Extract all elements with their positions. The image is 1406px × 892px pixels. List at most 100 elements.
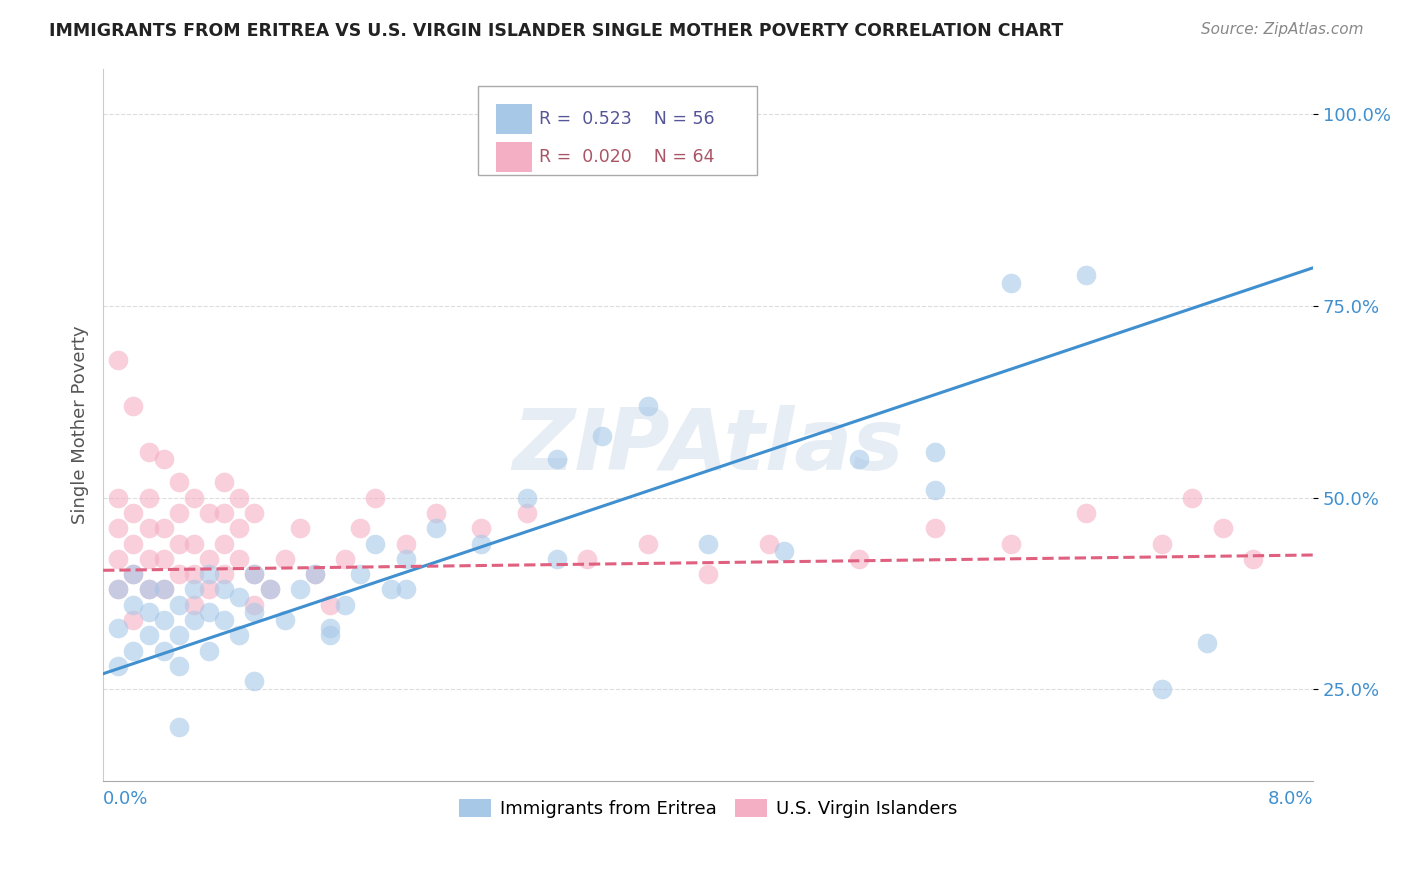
- Point: [758, 536, 780, 550]
- Point: [183, 567, 205, 582]
- Point: [152, 551, 174, 566]
- Point: [924, 483, 946, 497]
- Point: [1211, 521, 1233, 535]
- Point: [924, 521, 946, 535]
- Point: [152, 521, 174, 535]
- Point: [107, 582, 129, 597]
- Point: [138, 582, 160, 597]
- Point: [138, 628, 160, 642]
- Text: 8.0%: 8.0%: [1268, 790, 1313, 808]
- Point: [212, 475, 235, 490]
- Point: [380, 582, 402, 597]
- Point: [152, 582, 174, 597]
- Point: [637, 399, 659, 413]
- Point: [333, 598, 356, 612]
- Point: [1000, 276, 1022, 290]
- Point: [122, 399, 145, 413]
- Point: [183, 598, 205, 612]
- Point: [395, 582, 418, 597]
- Point: [848, 551, 870, 566]
- Point: [697, 567, 720, 582]
- Point: [107, 621, 129, 635]
- Point: [212, 613, 235, 627]
- Point: [349, 567, 371, 582]
- Point: [107, 521, 129, 535]
- Text: ZIPAtlas: ZIPAtlas: [512, 405, 904, 488]
- Point: [167, 536, 190, 550]
- Point: [183, 491, 205, 505]
- Point: [546, 452, 568, 467]
- Text: IMMIGRANTS FROM ERITREA VS U.S. VIRGIN ISLANDER SINGLE MOTHER POVERTY CORRELATIO: IMMIGRANTS FROM ERITREA VS U.S. VIRGIN I…: [49, 22, 1063, 40]
- Text: Source: ZipAtlas.com: Source: ZipAtlas.com: [1201, 22, 1364, 37]
- Point: [697, 536, 720, 550]
- Point: [924, 444, 946, 458]
- Point: [212, 567, 235, 582]
- Point: [167, 506, 190, 520]
- Point: [228, 628, 250, 642]
- Point: [243, 606, 266, 620]
- Point: [152, 582, 174, 597]
- Point: [122, 644, 145, 658]
- Point: [1000, 536, 1022, 550]
- Point: [319, 628, 342, 642]
- Point: [167, 628, 190, 642]
- Y-axis label: Single Mother Poverty: Single Mother Poverty: [72, 326, 89, 524]
- Point: [395, 551, 418, 566]
- Point: [243, 598, 266, 612]
- Point: [243, 674, 266, 689]
- Point: [516, 506, 538, 520]
- Point: [198, 606, 221, 620]
- Point: [425, 521, 447, 535]
- Point: [1076, 506, 1098, 520]
- Point: [183, 582, 205, 597]
- Point: [122, 506, 145, 520]
- Point: [470, 536, 492, 550]
- FancyBboxPatch shape: [478, 87, 756, 176]
- Point: [637, 536, 659, 550]
- Point: [772, 544, 794, 558]
- FancyBboxPatch shape: [496, 103, 531, 134]
- Point: [364, 536, 387, 550]
- Point: [546, 551, 568, 566]
- Point: [167, 598, 190, 612]
- Point: [198, 582, 221, 597]
- Point: [212, 536, 235, 550]
- Point: [167, 475, 190, 490]
- Point: [167, 567, 190, 582]
- Point: [107, 491, 129, 505]
- Point: [198, 506, 221, 520]
- Point: [243, 506, 266, 520]
- Point: [516, 491, 538, 505]
- Point: [273, 613, 295, 627]
- Point: [1150, 536, 1173, 550]
- Point: [167, 659, 190, 673]
- Point: [183, 613, 205, 627]
- Point: [848, 452, 870, 467]
- Point: [228, 590, 250, 604]
- Point: [107, 551, 129, 566]
- Point: [470, 521, 492, 535]
- Point: [212, 506, 235, 520]
- Point: [107, 582, 129, 597]
- Point: [138, 606, 160, 620]
- Point: [152, 613, 174, 627]
- Point: [228, 551, 250, 566]
- Point: [319, 598, 342, 612]
- Point: [198, 644, 221, 658]
- Point: [183, 536, 205, 550]
- Point: [138, 491, 160, 505]
- Legend: Immigrants from Eritrea, U.S. Virgin Islanders: Immigrants from Eritrea, U.S. Virgin Isl…: [451, 791, 965, 825]
- Point: [138, 582, 160, 597]
- Point: [138, 551, 160, 566]
- Point: [273, 551, 295, 566]
- Point: [576, 551, 599, 566]
- Point: [198, 567, 221, 582]
- Point: [1197, 636, 1219, 650]
- Text: 0.0%: 0.0%: [103, 790, 149, 808]
- Point: [107, 352, 129, 367]
- Point: [259, 582, 281, 597]
- Point: [198, 551, 221, 566]
- Text: R =  0.020    N = 64: R = 0.020 N = 64: [538, 148, 714, 166]
- Point: [1181, 491, 1204, 505]
- Point: [138, 444, 160, 458]
